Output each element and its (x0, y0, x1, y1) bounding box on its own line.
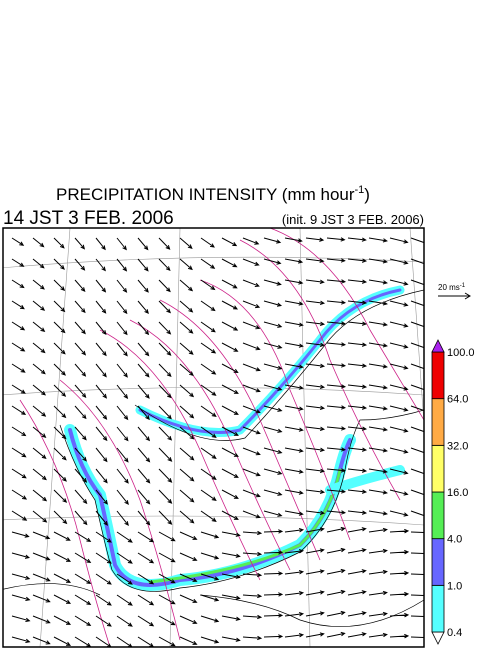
colorbar-over (431, 339, 445, 353)
reference-vector-label: 20 ms-1 (438, 283, 466, 292)
colorbar: 0.4 1.0 4.0 16.0 32.0 64.0 100.0 (431, 339, 475, 645)
colorbar-label: 64.0 (447, 394, 468, 406)
colorbar-label: 16.0 (447, 487, 468, 499)
colorbar-bin (431, 584, 445, 633)
init-time: (init. 9 JST 3 FEB. 2006) (282, 212, 424, 227)
colorbar-bin (431, 351, 445, 400)
colorbar-label: 0.4 (447, 627, 462, 639)
valid-time: 14 JST 3 FEB. 2006 (3, 208, 174, 229)
reference-vector (438, 292, 471, 300)
colorbar-label: 1.0 (447, 580, 462, 592)
ref-text: 20 ms (438, 283, 460, 292)
title-text: PRECIPITATION INTENSITY (mm hour (56, 185, 355, 204)
wind-vectors (11, 237, 424, 647)
colorbar-bin (431, 491, 445, 540)
colorbar-bin (431, 538, 445, 586)
colorbar-under (431, 631, 445, 645)
colorbar-label: 4.0 (447, 534, 462, 546)
colorbar-label: 32.0 (447, 440, 468, 452)
map-frame (2, 227, 425, 648)
ref-superscript: -1 (460, 283, 466, 289)
map (3, 228, 424, 647)
title: PRECIPITATION INTENSITY (mm hour-1) (56, 184, 370, 204)
colorbar-label: 100.0 (447, 347, 475, 359)
colorbar-bin (431, 444, 445, 493)
graticule (3, 228, 424, 647)
title-text: ) (364, 185, 370, 204)
isobars (19, 228, 424, 647)
title-superscript: -1 (355, 184, 365, 196)
precipitation (64, 285, 405, 591)
colorbar-bin (431, 398, 445, 446)
